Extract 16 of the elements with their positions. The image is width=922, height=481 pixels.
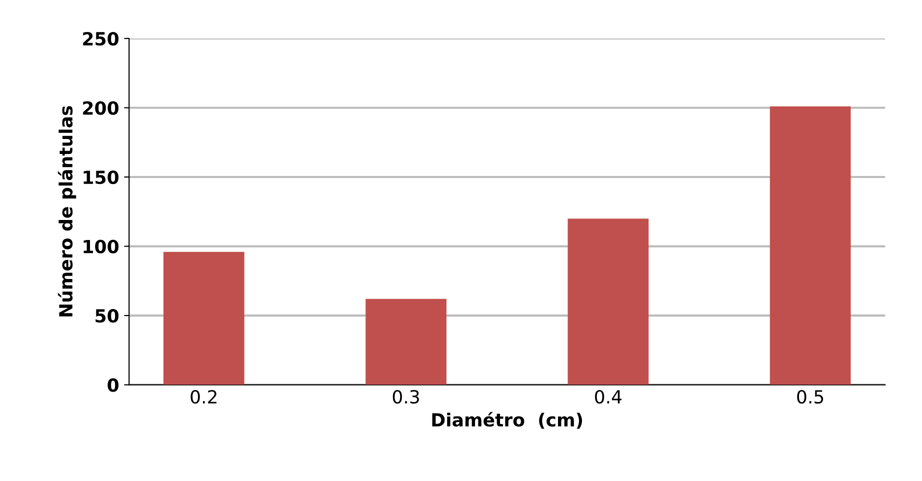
- bar: [770, 106, 851, 385]
- x-tick-label: 0.5: [797, 390, 824, 404]
- x-tick-label: 0.3: [392, 390, 419, 404]
- y-axis-title: Número de plántulas: [58, 106, 76, 316]
- y-tick-label: 50: [96, 308, 118, 323]
- x-tick-label: 0.2: [190, 390, 216, 404]
- x-tick-label: 0.4: [595, 390, 622, 404]
- y-tick-label: 100: [84, 240, 118, 254]
- y-tick-label: 200: [83, 101, 118, 115]
- bar: [568, 218, 649, 385]
- bar: [163, 252, 244, 385]
- y-tick-label: 250: [83, 32, 118, 46]
- bar: [366, 298, 446, 385]
- x-axis-title: Diamétro (cm): [432, 412, 582, 429]
- y-tick-label: 150: [84, 170, 118, 184]
- y-tick-label: 0: [108, 378, 118, 392]
